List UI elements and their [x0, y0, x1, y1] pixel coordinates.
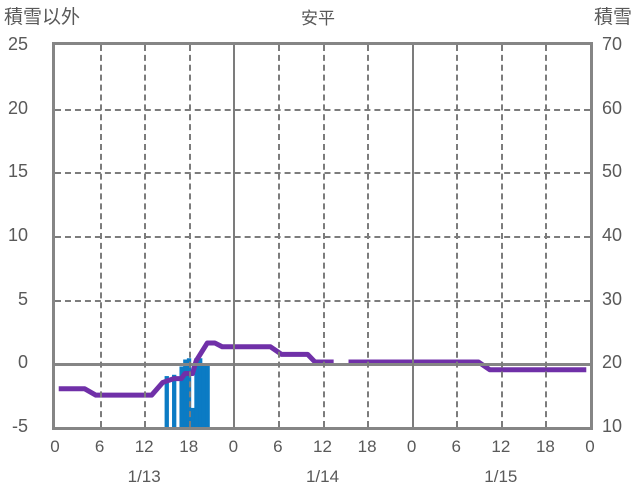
- right-axis-title: 積雪: [593, 7, 632, 28]
- bar: [164, 376, 169, 427]
- bar: [198, 358, 203, 427]
- x-tick: 6: [94, 437, 105, 456]
- y-tick-right: 20: [602, 352, 623, 373]
- vertical-gridline: [99, 45, 102, 427]
- vertical-gridline: [188, 45, 191, 427]
- y-tick-left: 5: [17, 288, 28, 309]
- x-tick: 12: [134, 437, 154, 456]
- plot-inner: [55, 45, 590, 427]
- plot-area: [52, 42, 593, 430]
- bar: [201, 364, 207, 427]
- vertical-gridline: [456, 45, 459, 427]
- y-tick-right: 30: [602, 288, 623, 309]
- y-tick-left: 15: [7, 161, 28, 182]
- y-tick-right: 70: [602, 34, 623, 54]
- vertical-gridline: [500, 45, 503, 427]
- bar: [194, 358, 199, 427]
- y-tick-right: 10: [602, 416, 623, 436]
- x-tick: 12: [491, 437, 511, 456]
- x-tick: 18: [535, 437, 555, 456]
- y-tick-left: 10: [7, 225, 28, 245]
- y-tick-left: 25: [7, 34, 28, 54]
- vertical-gridline: [322, 45, 325, 427]
- vertical-gridline: [545, 45, 548, 427]
- y-tick-right: 50: [602, 161, 623, 182]
- x-tick: 0: [50, 437, 60, 456]
- bar: [183, 359, 188, 427]
- x-tick: 12: [313, 437, 332, 456]
- x-tick: 0: [585, 437, 595, 456]
- x-tick: 18: [179, 437, 199, 456]
- day-label: 1/14: [305, 467, 340, 486]
- bar-series: [164, 358, 210, 427]
- y-tick-left: 0: [17, 352, 28, 373]
- y-tick-left: -5: [11, 416, 28, 436]
- bar: [190, 407, 195, 427]
- bar: [205, 364, 210, 427]
- x-tick: 18: [357, 437, 377, 456]
- day-boundary-line: [411, 45, 414, 427]
- y-tick-right: 40: [602, 225, 623, 245]
- x-tick: 0: [406, 437, 417, 456]
- bar: [172, 374, 177, 427]
- day-boundary-line: [233, 45, 236, 427]
- day-label: 1/13: [127, 467, 161, 486]
- x-tick: 6: [273, 437, 283, 456]
- line-series: [58, 340, 334, 398]
- y-tick-right: 60: [602, 97, 623, 118]
- vertical-gridline: [367, 45, 370, 427]
- chart-title: 安平: [301, 9, 335, 28]
- left-axis-title: 積雪以外: [4, 7, 81, 28]
- day-label: 1/15: [484, 467, 518, 486]
- x-tick: 0: [228, 437, 239, 456]
- bar: [179, 366, 184, 427]
- vertical-gridline: [144, 45, 147, 427]
- x-tick: 6: [451, 437, 461, 456]
- y-tick-left: 20: [7, 97, 28, 118]
- vertical-gridline: [277, 45, 280, 427]
